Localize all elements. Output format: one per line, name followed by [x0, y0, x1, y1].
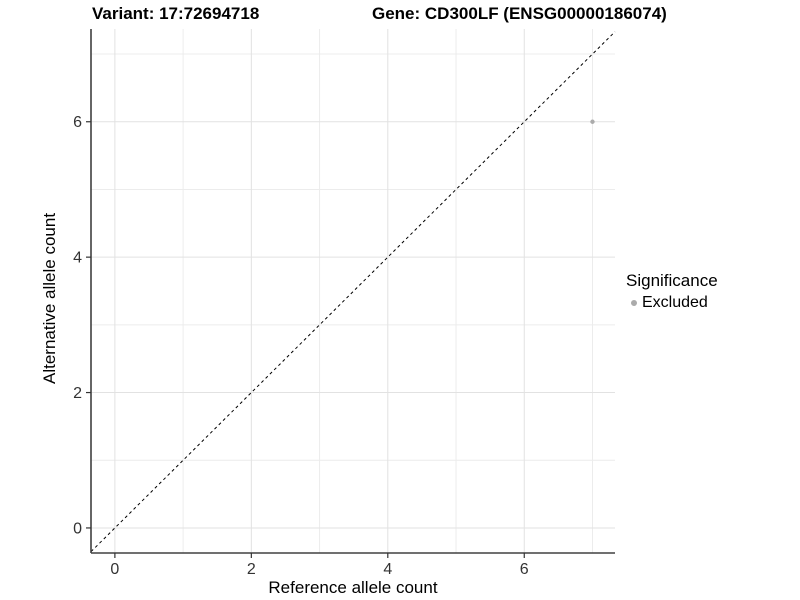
y-tick-label: 6	[73, 114, 82, 131]
variant-title: Variant: 17:72694718	[92, 4, 260, 23]
legend: Significance Excluded	[626, 271, 718, 312]
x-tick-label: 4	[383, 561, 392, 578]
y-tick-label: 4	[73, 250, 82, 267]
x-axis-title: Reference allele count	[268, 578, 438, 597]
x-tick-label: 6	[520, 561, 529, 578]
legend-entry: Excluded	[626, 294, 718, 312]
y-tick-label: 2	[73, 385, 82, 402]
y-tick-label: 0	[73, 520, 82, 537]
identity-reference-line	[90, 31, 616, 553]
legend-title: Significance	[626, 271, 718, 290]
x-tick-label: 2	[247, 561, 256, 578]
gene-title: Gene: CD300LF (ENSG00000186074)	[372, 4, 667, 23]
x-tick-label: 0	[110, 561, 119, 578]
legend-point-icon	[631, 300, 637, 306]
data-point	[590, 119, 595, 124]
legend-key	[626, 295, 642, 311]
y-axis-title: Alternative allele count	[40, 212, 59, 384]
legend-entry-label: Excluded	[642, 294, 708, 311]
